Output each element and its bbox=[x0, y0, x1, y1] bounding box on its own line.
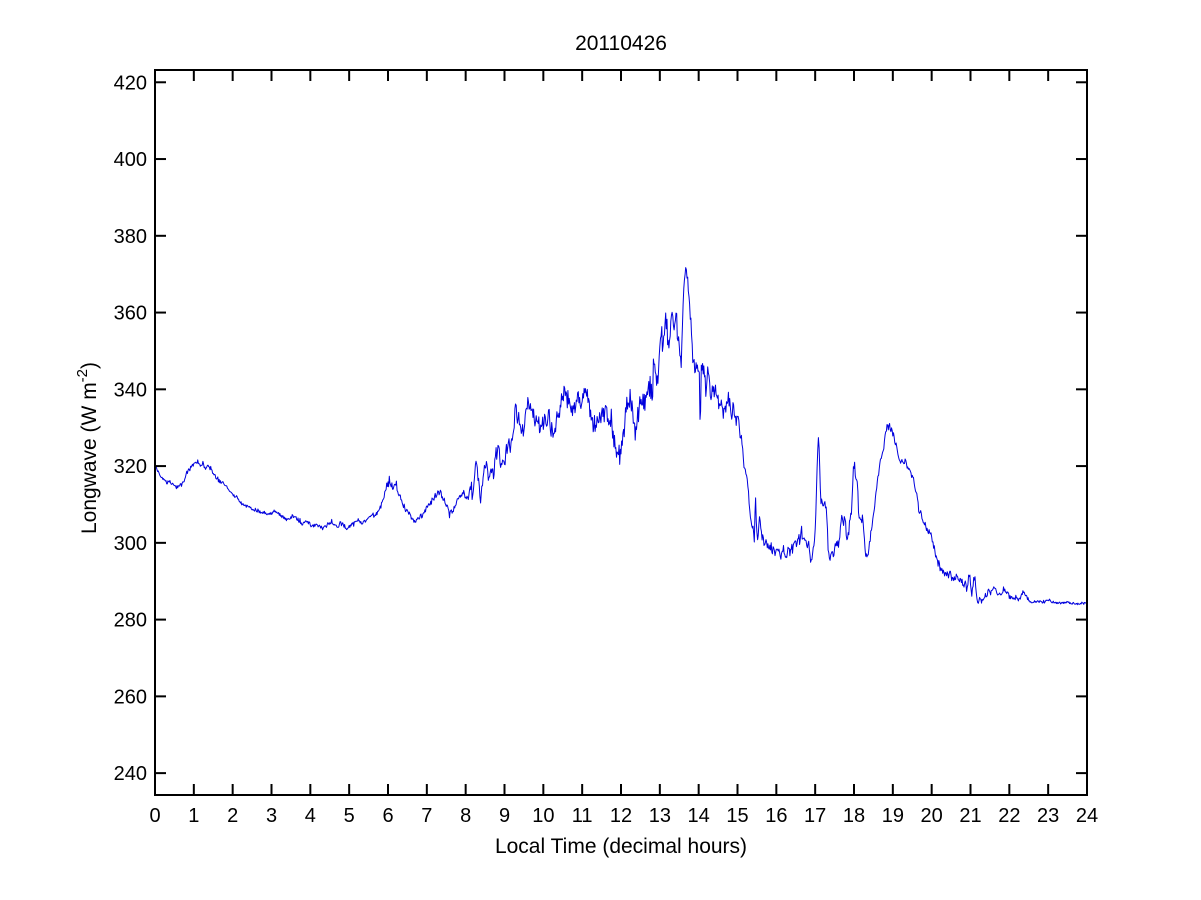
plot-area bbox=[155, 70, 1087, 795]
x-tick-label: 13 bbox=[649, 805, 671, 827]
x-tick-label: 2 bbox=[227, 805, 238, 827]
x-tick-label: 21 bbox=[959, 805, 981, 827]
x-tick-label: 16 bbox=[765, 805, 787, 827]
x-tick-label: 10 bbox=[532, 805, 554, 827]
x-tick-label: 11 bbox=[572, 805, 593, 827]
x-tick-label: 9 bbox=[499, 805, 510, 827]
x-tick-label: 6 bbox=[382, 805, 393, 827]
x-tick-label: 12 bbox=[610, 805, 632, 827]
y-tick-label: 240 bbox=[114, 763, 147, 785]
y-tick-label: 300 bbox=[114, 533, 147, 555]
x-axis-label: Local Time (decimal hours) bbox=[495, 835, 747, 858]
y-tick-label: 260 bbox=[114, 686, 147, 708]
x-tick-label: 14 bbox=[688, 805, 710, 827]
longwave-series-line bbox=[155, 267, 1087, 606]
y-axis-label-superscript: -2 bbox=[74, 369, 91, 382]
x-tick-label: 20 bbox=[921, 805, 943, 827]
x-tick-label: 22 bbox=[998, 805, 1020, 827]
x-tick-label: 1 bbox=[188, 805, 199, 827]
y-tick-label: 420 bbox=[114, 72, 147, 94]
y-tick-label: 280 bbox=[114, 610, 147, 632]
x-tick-label: 0 bbox=[149, 805, 160, 827]
x-tick-label: 19 bbox=[882, 805, 904, 827]
x-tick-label: 7 bbox=[421, 805, 432, 827]
y-tick-label: 380 bbox=[114, 226, 147, 248]
x-tick-label: 5 bbox=[344, 805, 355, 827]
y-axis-label: Longwave (W m-2) bbox=[74, 362, 101, 534]
x-tick-label: 15 bbox=[726, 805, 748, 827]
x-tick-label: 17 bbox=[804, 805, 826, 827]
axes: 0 1 2 3 4 5 6 7 8 9 10 11 12 13 14 15 16 17 18 19 20 21 22 23 24… bbox=[114, 69, 1098, 827]
x-tick-label: 4 bbox=[305, 805, 316, 827]
y-tick-label: 400 bbox=[114, 149, 147, 171]
x-tick-label: 8 bbox=[460, 805, 471, 827]
y-axis-label-main: Longwave (W m bbox=[78, 382, 101, 534]
x-tick-label: 18 bbox=[843, 805, 865, 827]
y-tick-label: 320 bbox=[114, 456, 147, 478]
x-tick-label: 24 bbox=[1076, 805, 1098, 827]
y-tick-label: 360 bbox=[114, 303, 147, 325]
chart-title: 20110426 bbox=[575, 32, 667, 55]
y-tick-label: 340 bbox=[114, 379, 147, 401]
y-axis-label-close-paren: ) bbox=[78, 362, 101, 369]
x-tick-label: 23 bbox=[1037, 805, 1059, 827]
x-tick-label: 3 bbox=[266, 805, 277, 827]
